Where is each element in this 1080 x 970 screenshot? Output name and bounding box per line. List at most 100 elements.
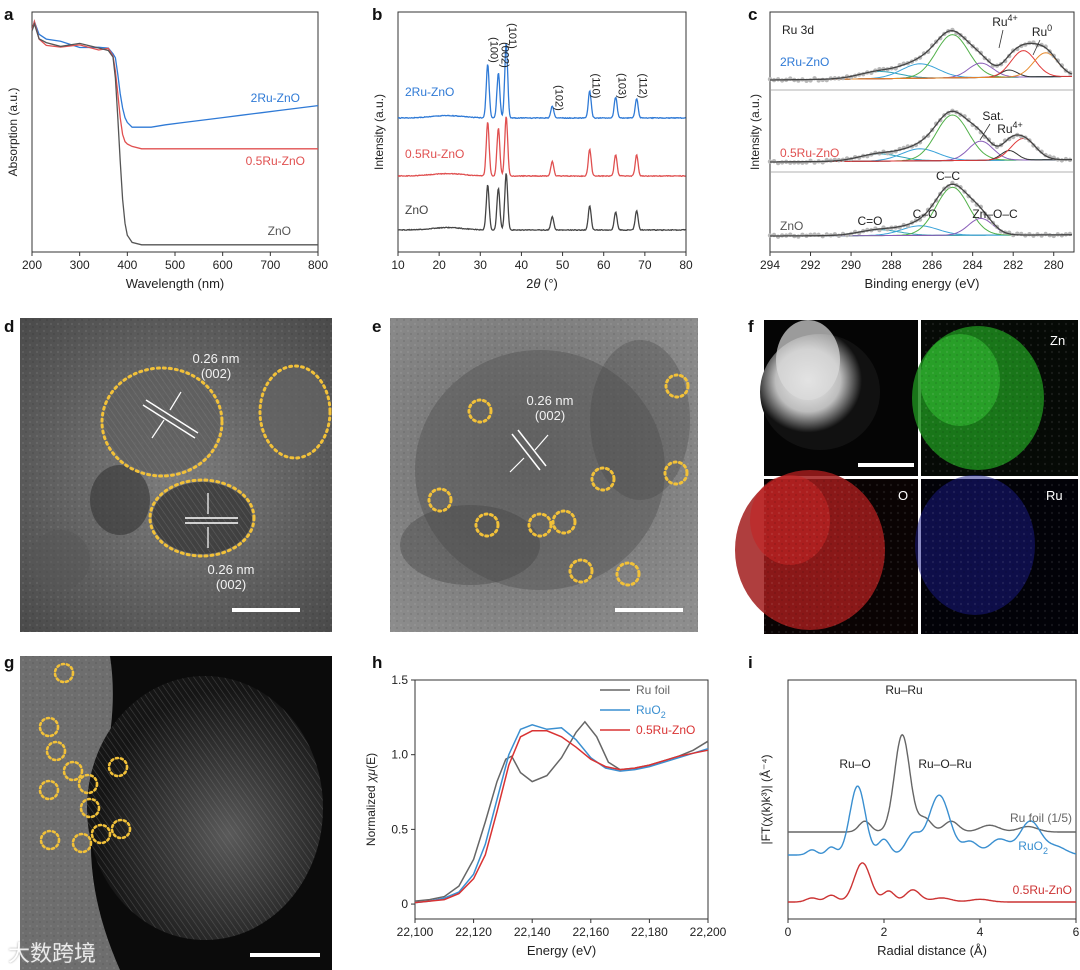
eds-mapping-f — [735, 318, 1080, 634]
d-plane-label-1: (002) — [200, 366, 232, 381]
dotted-circle — [77, 773, 99, 795]
x-tick-label: 70 — [638, 258, 652, 272]
x-tick-label: 22,180 — [631, 925, 668, 939]
x-tick-label: 800 — [308, 258, 328, 272]
arrow-icon — [169, 391, 182, 411]
x-tick-label: 4 — [977, 925, 984, 939]
series-label: 2Ru-ZnO — [251, 91, 300, 105]
series-label: 2Ru-ZnO — [405, 85, 454, 99]
series-line-0.5Ru-ZnO — [788, 862, 1076, 903]
x-tick-label: 30 — [474, 258, 488, 272]
x-tick-label: 300 — [70, 258, 90, 272]
plot-frame — [769, 11, 1075, 253]
y-tick-label: 0.5 — [391, 822, 408, 836]
dotted-circle — [258, 364, 332, 460]
y-axis-label: Intensity (a.u.) — [372, 94, 386, 170]
x-tick-label: 22,100 — [397, 925, 434, 939]
xps-data-point — [925, 49, 931, 55]
dotted-circle — [148, 478, 256, 558]
dotted-circle — [38, 779, 60, 801]
xanes-chart: 22,100 22,120 22,140 22,160 22,180 22,200 0 0.5… — [364, 673, 727, 958]
dotted-circle — [590, 466, 616, 492]
legend-label: RuO2 — [636, 703, 666, 720]
annotation-line — [979, 123, 991, 141]
chart-title: Ru 3d — [782, 23, 814, 37]
x-tick-label: 284 — [963, 258, 983, 272]
y-axis-label: Normalized χμ(E) — [364, 753, 378, 846]
x-tick-label: 500 — [165, 258, 185, 272]
y-axis-label: Intensity (a.u.) — [748, 94, 762, 170]
dotted-circle — [615, 561, 641, 587]
watermark: 大数跨境 — [8, 941, 97, 966]
x-tick-label: 292 — [801, 258, 821, 272]
series-line-Ru foil — [414, 720, 709, 902]
x-tick-label: 10 — [391, 258, 405, 272]
dotted-circle — [527, 512, 553, 538]
haadf-stem-image-g — [20, 656, 332, 970]
y-tick-label: 1.5 — [391, 673, 408, 687]
panel-label-g: g — [4, 653, 14, 672]
scale-bar — [232, 608, 300, 612]
element-label-o: O — [898, 488, 909, 503]
dotted-circle — [474, 512, 500, 538]
xps-data-point — [771, 159, 777, 164]
panel-label-d: d — [4, 317, 14, 336]
dotted-circle — [62, 760, 84, 782]
x-tick-label: 22,160 — [572, 925, 609, 939]
panel-label-c: c — [748, 5, 757, 24]
dotted-circle — [663, 460, 689, 486]
series-label: RuO2 — [1018, 839, 1048, 856]
dotted-circle — [100, 366, 224, 478]
x-tick-label: 6 — [1073, 925, 1080, 939]
dotted-circle — [79, 797, 101, 819]
panel-label-e: e — [372, 317, 381, 336]
peak-annotation: Ru0 — [1032, 23, 1052, 39]
e-spacing-label: 0.26 nm — [526, 393, 574, 408]
xps-data-point — [804, 160, 809, 165]
peak-annotation: Zn–O–C — [972, 207, 1018, 221]
series-label: 0.5Ru-ZnO — [780, 146, 839, 160]
peak-annotation: C–C — [936, 169, 960, 183]
dotted-circle — [664, 373, 690, 399]
legend-label: 0.5Ru-ZnO — [636, 723, 695, 737]
peak-label: (112) — [637, 74, 649, 99]
series-line-2Ru-ZnO — [397, 43, 686, 120]
xps-data-point — [775, 234, 781, 239]
x-axis-label: Binding energy (eV) — [865, 276, 980, 291]
series-label: 0.5Ru-ZnO — [1013, 883, 1072, 897]
plot-frame — [787, 679, 1077, 920]
xrd-pattern-chart: 10 20 30 40 50 60 70 80 2θ (°) Intensity (a.u.) 2R… — [372, 11, 693, 291]
series-line-0.5Ru-ZnO — [414, 730, 709, 904]
peak-annotation: Ru–O–Ru — [918, 757, 971, 771]
x-tick-label: 700 — [260, 258, 280, 272]
xps-data-point — [1039, 149, 1044, 154]
peak-label: (102) — [552, 85, 564, 111]
panel-label-a: a — [4, 5, 14, 24]
series-label: Ru foil (1/5) — [1010, 811, 1072, 825]
x-tick-label: 290 — [841, 258, 861, 272]
x-tick-label: 288 — [882, 258, 902, 272]
element-label-ru: Ru — [1046, 488, 1063, 503]
x-tick-label: 60 — [597, 258, 611, 272]
x-axis-label: 2θ (°) — [526, 276, 558, 291]
dotted-circle — [110, 818, 132, 840]
xps-ru3d-chart: 294 292 290 288 286 284 282 280 Binding energy (… — [748, 11, 1075, 291]
series-line-RuO2 — [788, 785, 1077, 856]
dotted-circle — [71, 832, 93, 854]
dotted-circle — [45, 740, 67, 762]
peak-label: (103) — [616, 73, 628, 99]
panel-label-f: f — [748, 317, 754, 336]
scale-bar — [615, 608, 683, 612]
dotted-circle — [467, 398, 493, 424]
series-line-Ru foil (1/5) — [788, 733, 1076, 833]
xps-data-point — [796, 160, 801, 165]
x-tick-label: 286 — [922, 258, 942, 272]
peak-label: (002) — [498, 42, 510, 68]
x-tick-label: 200 — [22, 258, 42, 272]
x-tick-label: 40 — [515, 258, 529, 272]
xps-data-point — [1067, 231, 1073, 237]
xps-data-point — [986, 58, 992, 63]
peak-label: (100) — [488, 37, 500, 63]
series-line-2Ru-ZnO — [31, 19, 319, 128]
